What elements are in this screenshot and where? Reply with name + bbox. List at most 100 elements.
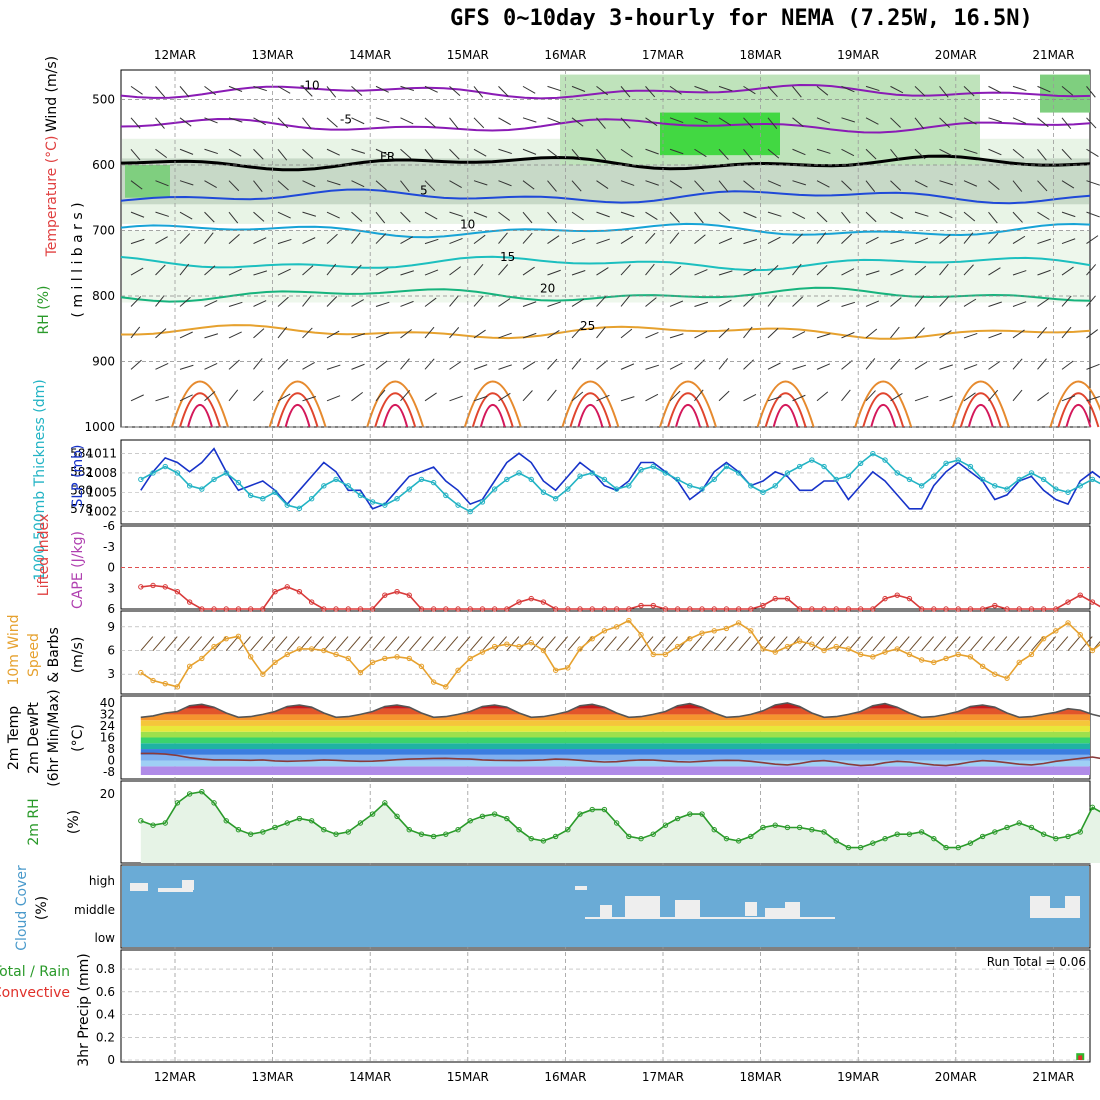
wind-barb: [547, 180, 557, 192]
wind-barb: [1037, 392, 1050, 402]
wind-barb: [890, 117, 901, 128]
wind-barb: [228, 359, 240, 370]
wind-barb: [939, 148, 953, 157]
lifted-index-point: [735, 606, 742, 612]
wind-barb: [424, 238, 439, 245]
wind-barb: [473, 395, 488, 402]
slp-point: [272, 489, 278, 495]
wind-barb: [963, 392, 976, 402]
temp-loop: [569, 392, 612, 428]
wind-barb: [449, 180, 462, 189]
slp-point: [186, 483, 193, 489]
wind-barb: [228, 301, 243, 307]
temp-loop: [756, 380, 815, 428]
slp-tick-label: 1008: [86, 466, 117, 480]
wind10m-speed-point: [528, 639, 534, 646]
lifted-index-point: [1053, 606, 1059, 612]
wind-barb: [228, 117, 243, 123]
wind10m-speed-point: [772, 649, 778, 655]
label-temp-unit: (°C): [70, 724, 86, 752]
wind-barb: [326, 330, 340, 339]
slp-point: [333, 476, 339, 483]
wind-barb: [939, 180, 954, 186]
temp-loop: [382, 404, 409, 428]
lifted-index-point: [870, 606, 876, 612]
slp-point: [760, 489, 766, 495]
wind-barb: [669, 333, 684, 339]
wind-barb: [179, 86, 190, 98]
wind10m-barb: [543, 636, 556, 651]
lifted-index-point: [186, 599, 193, 605]
wind-barb: [939, 263, 949, 276]
wind-barb: [351, 363, 365, 370]
rh2m-point: [308, 818, 315, 824]
wind-barb: [130, 326, 141, 339]
slp-point: [943, 460, 949, 467]
slp-point: [394, 495, 400, 502]
wind-barb: [645, 364, 660, 370]
date-label-top: 20MAR: [935, 48, 977, 62]
rh2m-point: [882, 835, 888, 842]
wind10m-barb: [713, 636, 727, 651]
wind-barb: [130, 296, 142, 307]
cloud-block: [625, 896, 660, 918]
temp-loop: [967, 404, 994, 428]
wind-barb: [326, 117, 338, 128]
slp-point: [516, 470, 522, 476]
rh2m-point: [955, 844, 961, 851]
wind-barb: [694, 180, 705, 192]
wind-barb: [988, 267, 1001, 276]
wind-barb: [400, 211, 411, 223]
wind-barb: [963, 232, 974, 244]
wind-barb: [890, 358, 901, 370]
lifted-index-point: [272, 589, 278, 595]
wind-barb: [718, 270, 733, 276]
rh2m-point: [369, 811, 376, 817]
wind10m-speed-point: [955, 651, 961, 658]
wind-barb: [963, 211, 976, 222]
wind10m-speed-point: [174, 684, 181, 690]
wind-barb: [963, 332, 978, 339]
wind-barb: [155, 236, 168, 245]
slp-point: [650, 463, 656, 470]
wind-barb: [988, 301, 1002, 307]
pressure-tick-label: 500: [92, 92, 115, 106]
date-label-bottom: 18MAR: [740, 1070, 782, 1084]
rh2m-point: [918, 829, 925, 835]
wind10m-barb: [433, 636, 447, 651]
temp-loop: [764, 392, 807, 428]
lifted-index-point: [504, 606, 510, 612]
wind-barb: [694, 269, 708, 276]
lifted-index-point: [516, 599, 522, 605]
wind-barb: [865, 85, 880, 92]
rh2m-point: [174, 800, 181, 806]
wind-barb: [596, 180, 609, 189]
wind10m-barb: [274, 636, 288, 651]
lifted-index-point: [247, 606, 254, 612]
wind-barb: [743, 296, 754, 307]
wind-barb: [204, 117, 218, 124]
wind-barb: [865, 236, 879, 245]
wind-barb: [841, 331, 855, 339]
wind10m-barb: [957, 636, 971, 651]
slp-point: [479, 499, 486, 505]
wind10m-barb: [323, 636, 337, 651]
wind-barb: [547, 330, 560, 339]
wind-barb: [375, 267, 389, 276]
rh2m-point: [577, 811, 583, 817]
wind10m-speed-point: [906, 651, 913, 658]
wind-barb: [547, 358, 558, 370]
wind-barb: [939, 117, 951, 128]
date-label-bottom: 21MAR: [1032, 1070, 1074, 1084]
lifted-index-point: [601, 606, 608, 612]
rh2m-point: [491, 811, 498, 817]
temp-band: [140, 754, 1090, 761]
wind-barb: [743, 211, 757, 219]
wind10m-speed-point: [931, 659, 937, 666]
wind-barb: [179, 394, 193, 402]
wind-barb: [865, 270, 880, 276]
wind-barb: [326, 395, 341, 402]
wind10m-speed-point: [369, 659, 376, 666]
wind-barb: [792, 364, 807, 370]
wind10m-speed-point: [711, 628, 717, 634]
